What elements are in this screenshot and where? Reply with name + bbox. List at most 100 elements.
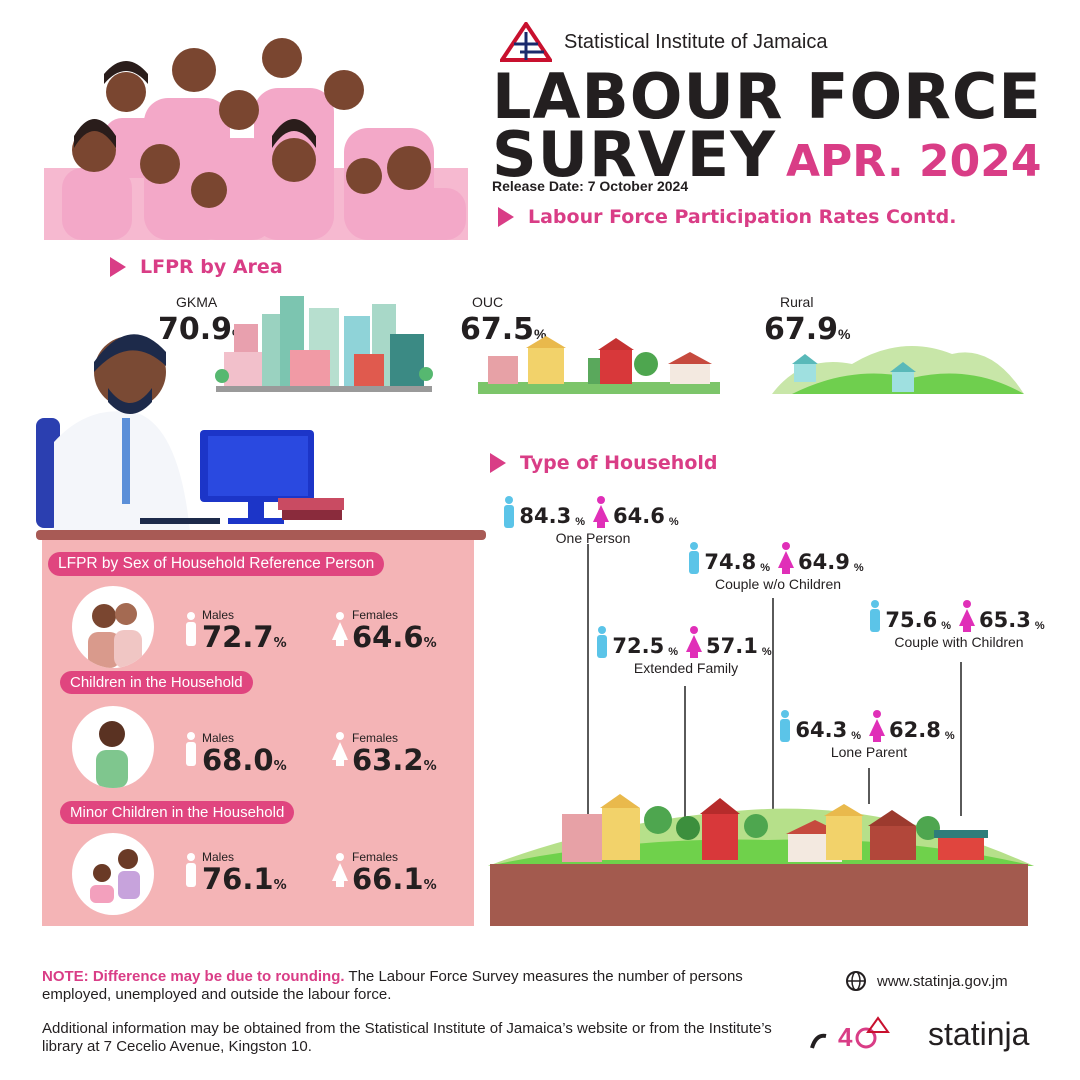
male-person-icon [870, 600, 881, 632]
neighbourhood-illustration [488, 794, 1034, 926]
household-one-person: 84.3% 64.6% One Person [500, 496, 686, 546]
area-value-gkma: 70.9 [158, 312, 233, 347]
household-label: Lone Parent [830, 744, 908, 760]
male-person-icon [186, 732, 196, 766]
female-person-icon [593, 496, 609, 528]
household-couple-with-children: 75.6% 65.3% Couple with Children [866, 600, 1052, 650]
males-label: Males [202, 731, 235, 745]
female-value: 65.3 [979, 608, 1031, 632]
pct-sign: % [273, 636, 287, 651]
household-extended-family: 72.5% 57.1% Extended Family [594, 626, 778, 676]
male-value: 74.8 [704, 550, 757, 574]
area-heading-label: LFPR by Area [140, 256, 283, 278]
household-heading: Type of Household [490, 452, 718, 474]
note-rest: The Labour Force Survey measures the num… [42, 968, 743, 1003]
male-value: 75.6 [885, 608, 938, 632]
additional-info: Additional information may be obtained f… [42, 1020, 772, 1055]
males-label: Males [202, 850, 235, 864]
household-label: Couple with Children [894, 634, 1024, 650]
triangle-bullet-icon [490, 453, 506, 473]
females-value: 63.2% [352, 743, 437, 777]
area-value-rural: 67.9 [764, 312, 839, 347]
statin-logo-icon [500, 22, 552, 62]
pct-sign: % [423, 878, 437, 893]
household-lone-parent: 64.3% 62.8% Lone Parent [776, 710, 962, 760]
male-person-icon [186, 612, 196, 646]
town-houses-illustration [478, 336, 720, 394]
couple-avatar [72, 586, 154, 668]
area-name-ouc: OUC [472, 294, 504, 310]
pct-sign: % [760, 562, 770, 574]
male-person-icon [689, 542, 700, 574]
area-name-rural: Rural [780, 294, 814, 310]
pct-sign: % [1034, 620, 1045, 632]
area-name-gkma: GKMA [176, 294, 218, 310]
pct-sign: % [423, 636, 437, 651]
females-number: 63.2 [352, 743, 424, 777]
females-label: Females [352, 731, 399, 745]
female-value: 64.6 [613, 504, 665, 528]
website-link[interactable]: www.statinja.gov.jm [845, 970, 1008, 992]
pct-sign: % [944, 730, 955, 742]
males-value: 76.1% [202, 862, 287, 896]
pct-sign: % [273, 759, 287, 774]
connector-line [960, 662, 962, 816]
toddlers-avatar [72, 833, 154, 915]
title-line-1: LABOUR FORCE [492, 60, 1042, 133]
title-line-2: SURVEY [492, 118, 776, 191]
title-date: APR. 2024 [786, 136, 1042, 187]
desk-top [36, 530, 486, 540]
male-value: 84.3 [519, 504, 572, 528]
household-label: Extended Family [633, 660, 739, 676]
female-person-icon [959, 600, 975, 632]
female-person-icon [332, 612, 348, 646]
child-avatar [72, 706, 154, 788]
female-value: 57.1 [706, 634, 758, 658]
pct-sign: % [838, 326, 851, 342]
pct-sign: % [423, 759, 437, 774]
connector-line [587, 544, 589, 816]
section-main-heading: Labour Force Participation Rates Contd. [498, 206, 956, 228]
section-main-label: Labour Force Participation Rates Contd. [528, 206, 957, 228]
male-person-icon [186, 853, 196, 887]
triangle-bullet-icon [110, 257, 126, 277]
website-url[interactable]: www.statinja.gov.jm [877, 972, 1008, 990]
males-number: 76.1 [202, 862, 274, 896]
org-header: Statistical Institute of Jamaica [500, 22, 827, 62]
female-person-icon [332, 853, 348, 887]
male-person-icon [780, 710, 791, 742]
triangle-bullet-icon [498, 207, 514, 227]
pct-sign: % [851, 730, 861, 742]
pct-sign: % [273, 878, 287, 893]
band-minor-children: Minor Children in the Household [60, 801, 295, 824]
household-label: One Person [555, 530, 631, 546]
area-stat-rural: 67.9% [764, 312, 850, 347]
svg-text:4: 4 [838, 1022, 853, 1052]
females-number: 64.6 [352, 620, 424, 654]
household-label: Couple w/o Children [714, 576, 842, 592]
org-name: Statistical Institute of Jamaica [564, 30, 828, 53]
males-label: Males [202, 608, 235, 622]
males-number: 72.7 [202, 620, 274, 654]
female-person-icon [332, 732, 348, 766]
female-value: 62.8 [889, 718, 941, 742]
female-person-icon [686, 626, 702, 658]
connector-line [868, 768, 870, 804]
pct-sign: % [575, 516, 585, 528]
note-text: NOTE: Difference may be due to rounding.… [42, 968, 812, 1004]
sex-panel: LFPR by Sex of Household Reference Perso… [42, 540, 474, 926]
male-person-icon [504, 496, 515, 528]
area-value-ouc: 67.5 [460, 312, 535, 347]
males-number: 68.0 [202, 743, 274, 777]
rural-hills-illustration [772, 346, 1024, 394]
household-couple-no-children: 74.8% 64.9% Couple w/o Children [680, 542, 876, 592]
male-value: 64.3 [795, 718, 848, 742]
pct-sign: % [668, 516, 679, 528]
connector-line [684, 686, 686, 822]
city-skyline-illustration [215, 296, 433, 392]
globe-icon [846, 971, 866, 991]
connector-line [772, 598, 774, 812]
male-value: 72.5 [612, 634, 665, 658]
man-at-computer-illustration [36, 334, 344, 532]
males-value: 72.7% [202, 620, 287, 654]
